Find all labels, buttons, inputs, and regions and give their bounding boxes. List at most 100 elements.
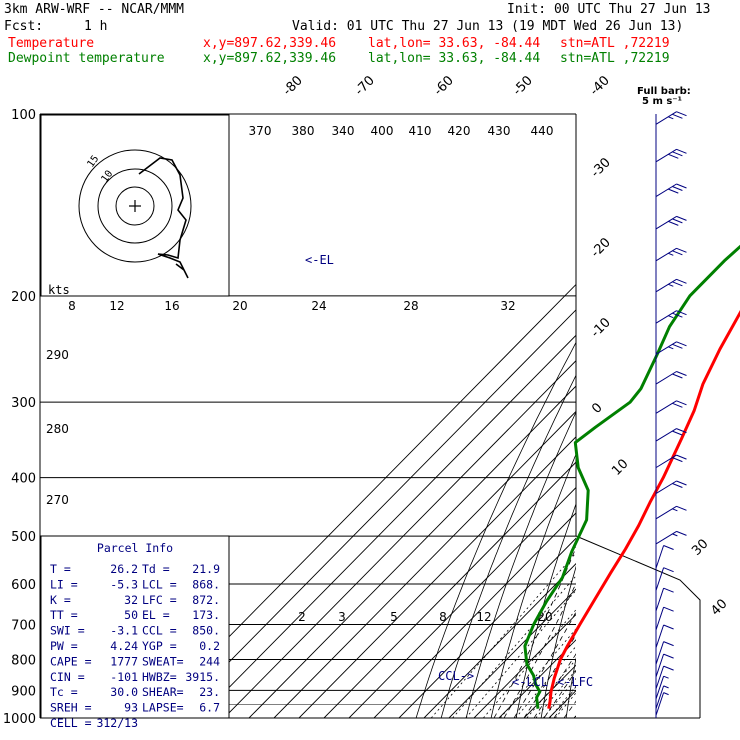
theta-label: 380: [292, 124, 315, 138]
barb-staff: [655, 148, 677, 163]
wind-barb: [655, 371, 687, 385]
parcel-info-cell: 21.9: [192, 562, 220, 576]
isotherm-label: -40: [587, 73, 613, 99]
frame-right-lower: [575, 535, 701, 718]
wind-barb: [655, 183, 687, 198]
barb-staff: [655, 111, 677, 125]
barb-flag: [672, 312, 683, 318]
barb-staff: [655, 480, 677, 494]
moist-adiabat: [533, 653, 576, 718]
moist-adiabat: [513, 611, 576, 718]
parcel-info-cell: 32: [124, 593, 138, 607]
barb-flag: [668, 153, 679, 159]
parcel-info-cell: SWEAT=: [142, 654, 184, 668]
isotherm-label: 0: [589, 400, 605, 416]
dry-adiabat: [540, 565, 576, 718]
hodo-kts-label: kts: [48, 283, 70, 297]
model-title: 3km ARW-WRF -- NCAR/MMM: [4, 2, 185, 17]
barb-flag: [676, 454, 687, 460]
isotherm-label: -30: [588, 155, 614, 181]
barb-half-flag: [672, 508, 678, 512]
barb-half-flag: [668, 315, 674, 319]
dry-adiabat: [616, 114, 740, 718]
mixing-ratio-label: 12: [109, 299, 124, 313]
parcel-info-cell: LFC =: [142, 593, 177, 607]
barb-staff: [655, 310, 677, 324]
parcel-info-cell: 868.: [192, 577, 220, 591]
mixing-ratio-label: 16: [164, 299, 179, 313]
barb-staff: [655, 505, 677, 520]
isotherm-line: [248, 385, 576, 718]
barb-flag: [672, 250, 683, 256]
theta-label-left: 280: [46, 422, 69, 436]
dry-adiabat: [465, 411, 576, 718]
barb-flag: [672, 281, 683, 287]
temperature-profile: [547, 309, 740, 709]
wind-barb: [655, 692, 669, 716]
init-time: Init: 00 UTC Thu 27 Jun 13: [507, 2, 711, 17]
parcel-info-cell: CAPE =: [50, 654, 92, 668]
barb-flag: [676, 371, 687, 376]
parcel-info-cell: TT =: [50, 608, 78, 622]
dry-adiabat: [716, 114, 740, 718]
wind-barb: [655, 624, 674, 648]
dewpoint-legend-label: Dewpoint temperature: [8, 51, 165, 66]
parcel-info-cell: 26.2: [110, 562, 138, 576]
barb-flag: [672, 457, 683, 463]
parcel-info-cell: 50: [124, 608, 138, 622]
moist-adiabat: [503, 582, 576, 718]
parcel-info-cell: 0.2: [199, 639, 220, 653]
isotherm-label: 10: [609, 457, 631, 479]
theta-label-left: 290: [46, 348, 69, 362]
barb-flag: [672, 483, 683, 488]
barb-flag: [672, 218, 683, 224]
barb-staff: [655, 400, 677, 414]
barb-flag: [676, 480, 687, 486]
temperature-legend-label: Temperature: [8, 36, 95, 51]
dewpoint-coords: x,y=897.62,339.46: [203, 51, 337, 66]
isotherm-line: [148, 283, 576, 718]
theta-label: 400: [371, 124, 394, 138]
dry-adiabat: [490, 453, 576, 718]
barb-flag: [676, 505, 687, 511]
barb-flag: [663, 567, 674, 573]
wind-barb: [655, 454, 687, 469]
valid-time: Valid: 01 UTC Thu 27 Jun 13 (19 MDT Wed …: [292, 19, 684, 34]
barb-staff: [655, 215, 677, 230]
isotherm-line: [198, 334, 576, 718]
dry-adiabat: [666, 114, 740, 718]
wind-barb: [655, 480, 687, 494]
barb-half-flag: [663, 675, 669, 679]
barb-flag: [676, 148, 687, 154]
mixing-ratio-label-lower: 2: [298, 610, 306, 624]
parcel-info-cell: -101: [110, 670, 138, 684]
wind-barb: [655, 567, 674, 591]
parcel-info-cell: 173.: [192, 608, 220, 622]
barb-flag: [676, 215, 687, 221]
wind-barb: [655, 310, 687, 324]
isotherm-label: -50: [510, 73, 536, 99]
barb-staff: [655, 588, 665, 612]
theta-label: 410: [409, 124, 432, 138]
barb-staff: [655, 454, 677, 469]
pressure-label-200: 200: [11, 290, 36, 305]
wind-barb: [655, 641, 674, 665]
barb-flag: [663, 665, 674, 671]
theta-label: 420: [448, 124, 471, 138]
parcel-info-cell: PW =: [50, 639, 78, 653]
parcel-info-cell: SWI =: [50, 624, 85, 638]
barb-staff: [655, 371, 677, 385]
barb-flag: [672, 343, 683, 349]
parcel-info-cell: CIN =: [50, 670, 85, 684]
parcel-info-cell: -3.1: [110, 624, 138, 638]
pressure-label-1000: 1000: [3, 712, 36, 727]
temperature-station: stn=ATL ,72219: [560, 36, 670, 51]
parcel-info-cell: K =: [50, 593, 71, 607]
barb-staff: [655, 183, 677, 198]
dry-adiabat: [515, 502, 576, 718]
dewpoint-profile: [523, 244, 740, 709]
parcel-info-cell: CELL =: [50, 716, 92, 730]
mixing-ratio-label: 8: [68, 299, 76, 313]
dewpoint-latlon: lat,lon= 33.63, -84.44: [368, 51, 541, 66]
mixing-ratio-label-lower: 5: [390, 610, 398, 624]
